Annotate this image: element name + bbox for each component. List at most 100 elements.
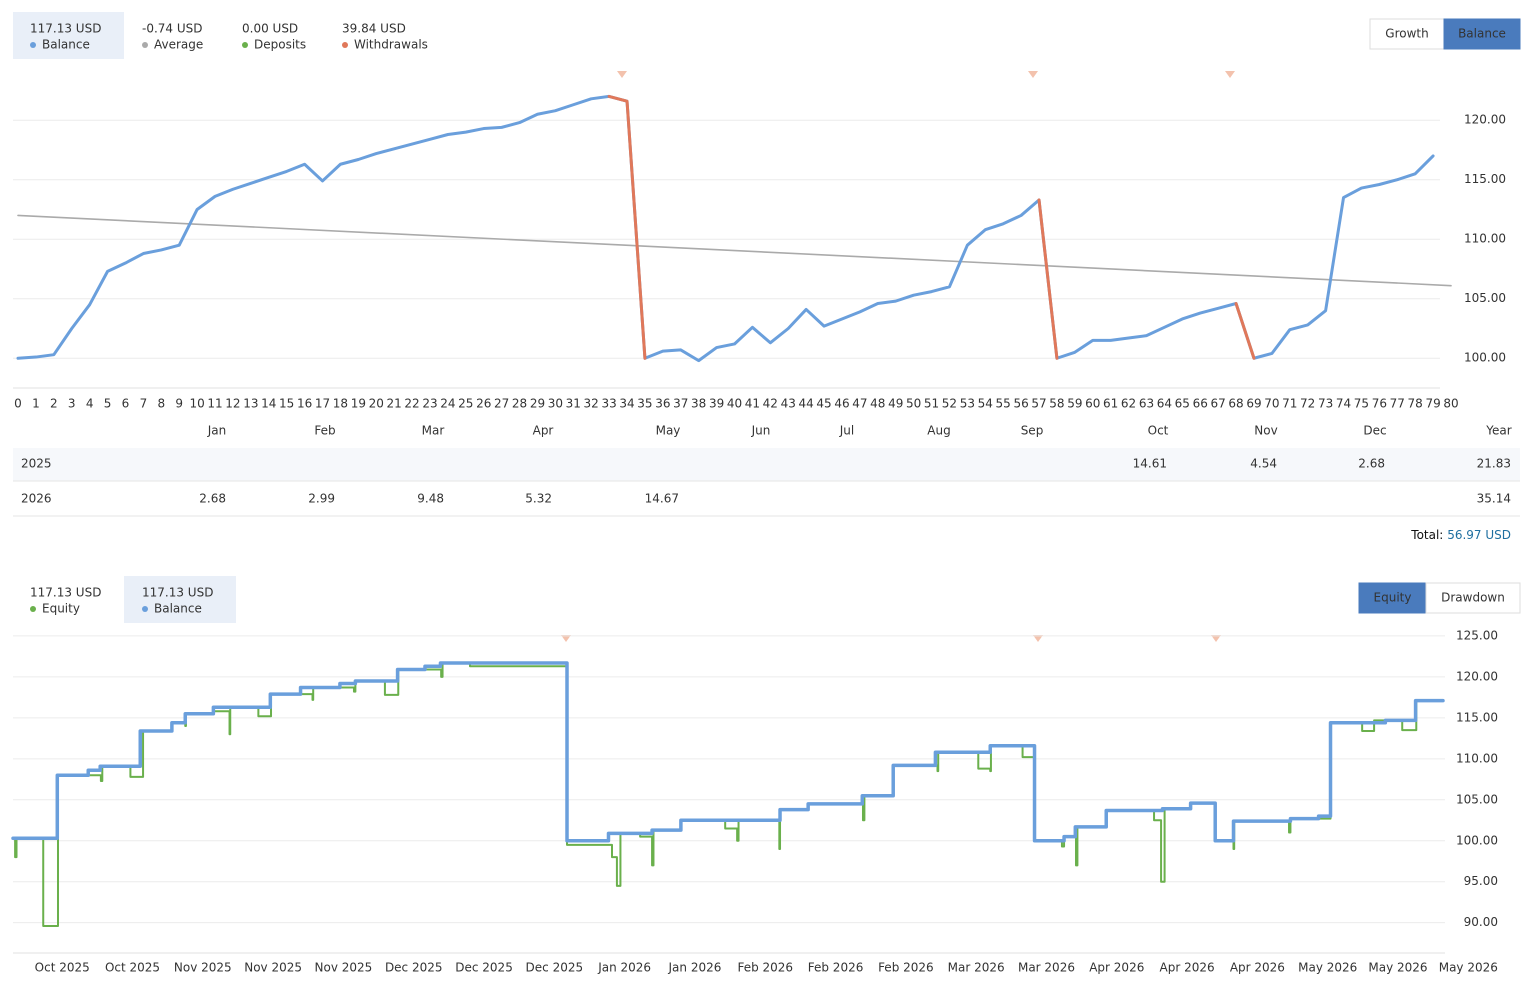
x-tick-label: May 2026 [1298, 961, 1357, 975]
x-tick-label: 16 [297, 397, 312, 411]
stat-dot [30, 606, 36, 612]
y-tick-label: 95.00 [1464, 874, 1498, 888]
cell-value: 2.68 [1358, 457, 1385, 471]
x-tick-label: 23 [422, 397, 437, 411]
column-header: Jan [207, 424, 227, 438]
x-tick-label: Dec 2025 [526, 961, 584, 975]
cell-value: 14.61 [1133, 457, 1167, 471]
cell-value: 5.32 [525, 492, 552, 506]
x-tick-label: 75 [1354, 397, 1369, 411]
y-tick-label: 105.00 [1464, 291, 1506, 305]
x-tick-label: 20 [369, 397, 384, 411]
x-tick-label: 5 [104, 397, 112, 411]
y-tick-label: 120.00 [1464, 113, 1506, 127]
x-tick-label: 26 [476, 397, 491, 411]
ui: 117.13 USD Balance -0.74 USD Average 0.00 US… [21, 18, 1521, 616]
x-tick-label: May 2026 [1439, 961, 1498, 975]
x-tick-label: 18 [333, 397, 348, 411]
x-tick-label: Apr 2026 [1160, 961, 1215, 975]
x-tick-label: 60 [1085, 397, 1100, 411]
row-year: 2025 [21, 457, 52, 471]
toggle-button[interactable] [1425, 582, 1521, 614]
x-tick-label: Dec 2025 [455, 961, 513, 975]
y-tick-label: 110.00 [1456, 751, 1498, 765]
y-tick-label: 100.00 [1456, 833, 1498, 847]
x-tick-label: 76 [1372, 397, 1387, 411]
y-tick-label: 120.00 [1456, 669, 1498, 683]
x-tick-label: Nov 2025 [244, 961, 302, 975]
stat-label: Average [154, 38, 203, 52]
x-tick-label: 69 [1246, 397, 1261, 411]
x-tick-label: 10 [189, 397, 204, 411]
toggle-label[interactable]: Growth [1385, 27, 1428, 41]
x-tick-label: 36 [655, 397, 670, 411]
cell-value: 14.67 [645, 492, 679, 506]
x-tick-label: 41 [745, 397, 760, 411]
x-tick-label: 57 [1031, 397, 1046, 411]
x-tick-label: 73 [1318, 397, 1333, 411]
toggle-button[interactable] [1443, 18, 1521, 50]
x-tick-label: Feb 2026 [737, 961, 793, 975]
series-line [607, 94, 1256, 360]
column-header: Jul [839, 424, 854, 438]
stat-dot [142, 42, 148, 48]
x-tick-label: 1 [32, 397, 40, 411]
stat-value: 39.84 USD [342, 22, 406, 36]
column-header: Oct [1148, 424, 1169, 438]
stat-value: -0.74 USD [142, 22, 203, 36]
x-tick-label: 2 [50, 397, 58, 411]
x-tick-label: 50 [906, 397, 921, 411]
x-tick-label: 51 [924, 397, 939, 411]
x-tick-label: Nov 2025 [174, 961, 232, 975]
x-tick-label: 31 [566, 397, 581, 411]
x-tick-label: 4 [86, 397, 94, 411]
stat-highlight [124, 576, 236, 623]
x-tick-label: 74 [1336, 397, 1351, 411]
x-tick-label: 62 [1121, 397, 1136, 411]
toggle-button[interactable] [1369, 18, 1445, 50]
x-tick-label: 39 [709, 397, 724, 411]
y-tick-label: 105.00 [1456, 792, 1498, 806]
x-tick-label: Oct 2025 [35, 961, 90, 975]
toggle-label[interactable]: Equity [1374, 591, 1412, 605]
x-tick-label: 65 [1175, 397, 1190, 411]
x-tick-label: 40 [727, 397, 742, 411]
x-tick-label: 67 [1210, 397, 1225, 411]
x-tick-label: 27 [494, 397, 509, 411]
x-tick-label: 46 [834, 397, 849, 411]
x-tick-label: 11 [207, 397, 222, 411]
row-year: 2026 [21, 492, 52, 506]
total-value: 56.97 USD [1447, 528, 1511, 542]
x-tick-label: 42 [763, 397, 778, 411]
toggle-button[interactable] [1358, 582, 1427, 614]
x-tick-label: 63 [1139, 397, 1154, 411]
x-tick-label: 48 [870, 397, 885, 411]
series-line [11, 661, 1445, 843]
column-header: Nov [1254, 424, 1277, 438]
x-tick-label: Apr 2026 [1230, 961, 1285, 975]
x-tick-label: Mar 2026 [948, 961, 1005, 975]
x-tick-label: Feb 2026 [808, 961, 864, 975]
column-header: Feb [314, 424, 335, 438]
cell-value: 2.99 [308, 492, 335, 506]
x-tick-label: Apr 2026 [1089, 961, 1144, 975]
x-tick-label: Jan 2026 [597, 961, 651, 975]
x-tick-label: Jan 2026 [668, 961, 722, 975]
stat-value: 117.13 USD [142, 586, 213, 600]
stat-label: Deposits [254, 38, 306, 52]
y-tick-label: 110.00 [1464, 232, 1506, 246]
toggle-label[interactable]: Balance [1458, 27, 1506, 41]
x-tick-label: 58 [1049, 397, 1064, 411]
series-line [12, 661, 1444, 927]
x-tick-label: 70 [1264, 397, 1279, 411]
y-tick-label: 100.00 [1464, 351, 1506, 365]
stat-dot [142, 606, 148, 612]
x-tick-label: 30 [548, 397, 563, 411]
x-tick-label: 59 [1067, 397, 1082, 411]
x-tick-label: Feb 2026 [878, 961, 934, 975]
x-tick-label: 21 [387, 397, 402, 411]
x-tick-label: Mar 2026 [1018, 961, 1075, 975]
cell-value: 2.68 [199, 492, 226, 506]
toggle-label[interactable]: Drawdown [1441, 591, 1505, 605]
